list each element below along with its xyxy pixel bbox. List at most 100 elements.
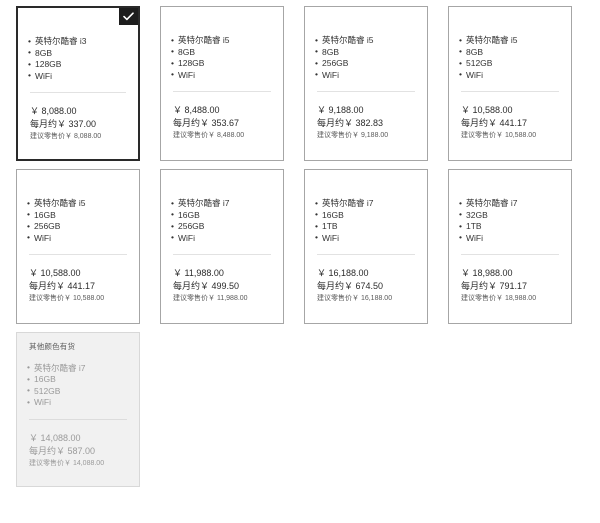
spec-item: WiFi bbox=[27, 397, 139, 409]
spec-item: WiFi bbox=[315, 69, 427, 82]
spec-list: 英特尔酷睿 i716GB1TBWiFi bbox=[305, 198, 427, 244]
configuration-card[interactable]: 英特尔酷睿 i58GB128GBWiFi ￥ 8,488.00 每月约￥ 353.6… bbox=[160, 6, 284, 161]
card-divider bbox=[317, 254, 415, 255]
configuration-card[interactable]: 英特尔酷睿 i58GB512GBWiFi ￥ 10,588.00 每月约￥ 441.… bbox=[448, 6, 572, 161]
selected-badge bbox=[119, 8, 138, 25]
price-block: ￥ 8,088.00 每月约￥ 337.00 建议零售价￥ 8,088.00 bbox=[18, 93, 138, 143]
spec-item: 128GB bbox=[28, 59, 138, 71]
price-value: ￥ 18,988.00 bbox=[461, 268, 513, 278]
monthly-payment: 每月约￥ 674.50 bbox=[317, 281, 384, 291]
card-divider bbox=[29, 418, 127, 420]
card-divider bbox=[317, 91, 415, 92]
spec-list: 英特尔酷睿 i58GB256GBWiFi bbox=[305, 35, 427, 81]
spec-list: 英特尔酷睿 i58GB128GBWiFi bbox=[161, 35, 283, 81]
price-value: ￥ 10,588.00 bbox=[29, 268, 81, 278]
spec-item: 8GB bbox=[459, 46, 571, 59]
spec-item: 8GB bbox=[28, 47, 138, 60]
price-value: ￥ 14,088.00 bbox=[29, 432, 81, 443]
card-divider bbox=[30, 92, 126, 93]
card-divider bbox=[461, 91, 559, 92]
configuration-card[interactable]: 英特尔酷睿 i58GB256GBWiFi ￥ 9,188.00 每月约￥ 382.8… bbox=[304, 6, 428, 161]
configuration-card[interactable]: 英特尔酷睿 i732GB1TBWiFi ￥ 18,988.00 每月约￥ 791.1… bbox=[448, 169, 572, 324]
spec-item: 英特尔酷睿 i5 bbox=[315, 35, 427, 47]
checkmark-icon bbox=[123, 12, 134, 21]
monthly-payment: 每月约￥ 791.17 bbox=[461, 281, 528, 291]
spec-item: 256GB bbox=[27, 221, 139, 233]
spec-list: 英特尔酷睿 i732GB1TBWiFi bbox=[449, 198, 571, 244]
spec-item: 256GB bbox=[171, 221, 283, 233]
msrp-value: 建议零售价￥ 10,588.00 bbox=[461, 132, 537, 139]
spec-item: 英特尔酷睿 i7 bbox=[315, 198, 427, 210]
price-block: ￥ 18,988.00 每月约￥ 791.17 建议零售价￥ 18,988.00 bbox=[449, 255, 571, 305]
msrp-value: 建议零售价￥ 8,088.00 bbox=[30, 133, 102, 140]
price-value: ￥ 8,088.00 bbox=[30, 106, 77, 116]
monthly-payment: 每月约￥ 499.50 bbox=[173, 281, 240, 291]
price-block: ￥ 11,988.00 每月约￥ 499.50 建议零售价￥ 11,988.00 bbox=[161, 255, 283, 305]
configuration-card: 其他颜色有货英特尔酷睿 i716GB512GBWiFi ￥ 14,088.00 每月… bbox=[16, 332, 140, 487]
msrp-value: 建议零售价￥ 11,988.00 bbox=[173, 295, 248, 302]
price-block: ￥ 10,588.00 每月约￥ 441.17 建议零售价￥ 10,588.00 bbox=[449, 92, 571, 142]
price-value: ￥ 8,488.00 bbox=[173, 105, 220, 115]
price-block: ￥ 14,088.00 每月约￥ 587.00 建议零售价￥ 14,088.00 bbox=[17, 420, 139, 470]
monthly-payment: 每月约￥ 337.00 bbox=[30, 119, 97, 129]
monthly-payment: 每月约￥ 441.17 bbox=[461, 118, 528, 128]
spec-item: WiFi bbox=[27, 232, 139, 245]
card-divider bbox=[29, 254, 127, 255]
monthly-payment: 每月约￥ 353.67 bbox=[173, 118, 240, 128]
spec-item: 英特尔酷睿 i5 bbox=[459, 35, 571, 47]
spec-item: 256GB bbox=[315, 58, 427, 70]
configuration-card[interactable]: 英特尔酷睿 i516GB256GBWiFi ￥ 10,588.00 每月约￥ 441… bbox=[16, 169, 140, 324]
price-value: ￥ 10,588.00 bbox=[461, 105, 513, 115]
spec-item: 16GB bbox=[27, 374, 139, 386]
spec-list: 英特尔酷睿 i716GB512GBWiFi bbox=[17, 362, 139, 409]
spec-item: 16GB bbox=[315, 209, 427, 222]
spec-item: 英特尔酷睿 i5 bbox=[171, 35, 283, 47]
price-block: ￥ 8,488.00 每月约￥ 353.67 建议零售价￥ 8,488.00 bbox=[161, 92, 283, 142]
monthly-payment: 每月约￥ 382.83 bbox=[317, 118, 384, 128]
spec-item: 32GB bbox=[459, 209, 571, 222]
configuration-card[interactable]: 英特尔酷睿 i38GB128GBWiFi ￥ 8,088.00 每月约￥ 337.0… bbox=[16, 6, 140, 161]
price-value: ￥ 11,988.00 bbox=[173, 268, 224, 278]
card-divider bbox=[461, 254, 559, 255]
spec-item: WiFi bbox=[171, 69, 283, 82]
spec-item: 英特尔酷睿 i7 bbox=[27, 362, 139, 375]
spec-item: 1TB bbox=[459, 221, 571, 233]
price-block: ￥ 10,588.00 每月约￥ 441.17 建议零售价￥ 10,588.00 bbox=[17, 255, 139, 305]
configuration-card[interactable]: 英特尔酷睿 i716GB1TBWiFi ￥ 16,188.00 每月约￥ 674.5… bbox=[304, 169, 428, 324]
spec-list: 英特尔酷睿 i38GB128GBWiFi bbox=[18, 36, 138, 82]
spec-list: 英特尔酷睿 i716GB256GBWiFi bbox=[161, 198, 283, 244]
spec-item: WiFi bbox=[459, 232, 571, 245]
spec-item: 512GB bbox=[27, 385, 139, 398]
monthly-payment: 每月约￥ 441.17 bbox=[29, 281, 96, 291]
spec-item: 16GB bbox=[27, 209, 139, 222]
card-divider bbox=[173, 254, 271, 255]
price-value: ￥ 9,188.00 bbox=[317, 105, 364, 115]
spec-item: 512GB bbox=[459, 58, 571, 70]
spec-item: 8GB bbox=[171, 46, 283, 59]
spec-item: WiFi bbox=[171, 232, 283, 245]
price-value: ￥ 16,188.00 bbox=[317, 268, 369, 278]
spec-item: WiFi bbox=[315, 232, 427, 245]
price-block: ￥ 16,188.00 每月约￥ 674.50 建议零售价￥ 16,188.00 bbox=[305, 255, 427, 305]
spec-item: 128GB bbox=[171, 58, 283, 70]
msrp-value: 建议零售价￥ 10,588.00 bbox=[29, 295, 105, 302]
spec-item: 1TB bbox=[315, 221, 427, 233]
msrp-value: 建议零售价￥ 9,188.00 bbox=[317, 132, 389, 139]
spec-item: 英特尔酷睿 i3 bbox=[28, 36, 138, 48]
spec-item: WiFi bbox=[28, 70, 138, 83]
spec-item: 英特尔酷睿 i5 bbox=[27, 198, 139, 210]
spec-item: 英特尔酷睿 i7 bbox=[171, 198, 283, 210]
spec-item: 16GB bbox=[171, 209, 283, 222]
msrp-value: 建议零售价￥ 18,988.00 bbox=[461, 295, 537, 302]
card-divider bbox=[173, 91, 271, 92]
card-availability-label: 其他颜色有货 bbox=[29, 342, 76, 351]
msrp-value: 建议零售价￥ 14,088.00 bbox=[29, 459, 105, 467]
spec-item: 8GB bbox=[315, 46, 427, 59]
msrp-value: 建议零售价￥ 16,188.00 bbox=[317, 295, 393, 302]
configuration-card[interactable]: 英特尔酷睿 i716GB256GBWiFi ￥ 11,988.00 每月约￥ 499… bbox=[160, 169, 284, 324]
spec-list: 英特尔酷睿 i58GB512GBWiFi bbox=[449, 35, 571, 81]
spec-item: 英特尔酷睿 i7 bbox=[459, 198, 571, 210]
monthly-payment: 每月约￥ 587.00 bbox=[29, 445, 96, 456]
spec-item: WiFi bbox=[459, 69, 571, 82]
